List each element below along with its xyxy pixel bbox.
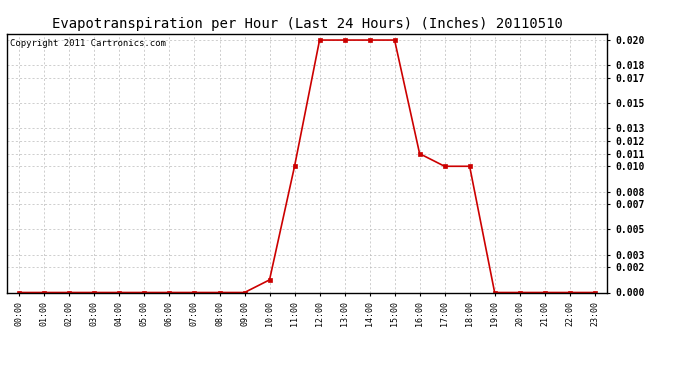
Text: Copyright 2011 Cartronics.com: Copyright 2011 Cartronics.com [10, 39, 166, 48]
Title: Evapotranspiration per Hour (Last 24 Hours) (Inches) 20110510: Evapotranspiration per Hour (Last 24 Hou… [52, 17, 562, 31]
